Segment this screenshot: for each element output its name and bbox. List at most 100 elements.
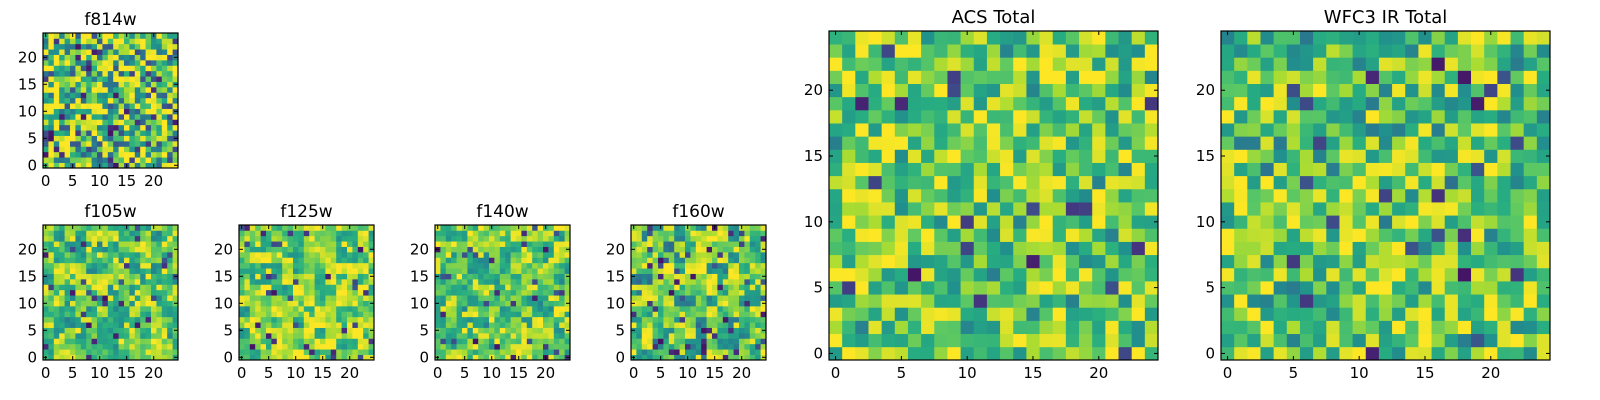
heatmap-cell bbox=[129, 311, 136, 318]
heatmap-cell bbox=[1352, 70, 1367, 84]
heatmap-cell bbox=[244, 289, 251, 296]
heatmap-cell bbox=[1039, 215, 1054, 229]
heatmap-cell bbox=[973, 57, 988, 71]
heatmap-cell bbox=[749, 333, 756, 339]
heatmap-cell bbox=[86, 235, 92, 242]
heatmap-cell bbox=[1299, 346, 1314, 361]
heatmap-cell bbox=[1065, 31, 1080, 45]
heatmap-cell bbox=[537, 235, 544, 242]
heatmap-cell bbox=[559, 262, 565, 269]
heatmap-cell bbox=[722, 273, 729, 280]
heatmap-cell bbox=[516, 279, 522, 285]
heatmap-cell bbox=[80, 124, 87, 131]
heatmap-cell bbox=[134, 130, 141, 136]
heatmap-cell bbox=[64, 81, 71, 88]
heatmap-cell bbox=[172, 157, 179, 163]
heatmap-cell bbox=[113, 76, 119, 82]
heatmap-cell bbox=[97, 327, 103, 334]
heatmap-cell bbox=[1484, 149, 1498, 163]
heatmap-cell bbox=[1352, 307, 1367, 321]
heatmap-cell bbox=[435, 338, 441, 345]
heatmap-cell bbox=[532, 257, 538, 264]
heatmap-cell bbox=[140, 49, 146, 55]
heatmap-cell bbox=[1079, 241, 1093, 256]
heatmap-cell bbox=[161, 60, 168, 66]
heatmap-cell bbox=[647, 316, 653, 323]
heatmap-cell bbox=[167, 327, 173, 334]
heatmap-cell bbox=[86, 252, 92, 258]
heatmap-cell bbox=[668, 338, 675, 345]
heatmap-cell bbox=[325, 354, 332, 361]
heatmap-cell bbox=[1444, 333, 1459, 348]
heatmap-cell bbox=[64, 33, 71, 39]
heatmap-cell bbox=[668, 333, 675, 339]
heatmap-cell bbox=[1392, 149, 1406, 163]
heatmap-cell bbox=[494, 284, 501, 291]
heatmap-cell bbox=[167, 306, 173, 312]
heatmap-cell bbox=[107, 327, 114, 334]
heatmap-cell bbox=[91, 43, 98, 50]
heatmap-cell bbox=[440, 316, 447, 323]
heatmap-cell bbox=[314, 257, 321, 264]
heatmap-cell bbox=[658, 246, 664, 253]
heatmap-cell bbox=[1326, 215, 1340, 229]
heatmap-cell bbox=[1013, 267, 1027, 282]
heatmap-cell bbox=[1000, 96, 1014, 111]
heatmap-cell bbox=[1457, 281, 1472, 295]
heatmap-cell bbox=[363, 338, 369, 345]
heatmap-cell bbox=[325, 284, 332, 291]
heatmap-cell bbox=[244, 316, 251, 323]
heatmap-cell bbox=[1352, 241, 1367, 256]
heatmap-cell bbox=[363, 246, 369, 253]
heatmap-cell bbox=[499, 316, 506, 323]
heatmap-cell bbox=[1092, 83, 1106, 98]
heatmap-cell bbox=[1497, 44, 1511, 58]
heatmap-cell bbox=[97, 87, 103, 93]
heatmap-cell bbox=[505, 354, 511, 361]
heatmap-cell bbox=[107, 76, 114, 82]
heatmap-cell bbox=[526, 316, 533, 323]
heatmap-cell bbox=[347, 295, 353, 301]
x-tick-label: 20 bbox=[144, 364, 163, 382]
heatmap-cell bbox=[537, 225, 544, 231]
heatmap-cell bbox=[505, 235, 511, 242]
heatmap-cell bbox=[1392, 294, 1406, 308]
heatmap-cell bbox=[113, 235, 119, 242]
heatmap-cell bbox=[129, 230, 136, 237]
heatmap-cell bbox=[118, 87, 125, 93]
heatmap-cell bbox=[921, 96, 935, 111]
heatmap-cell bbox=[489, 273, 495, 280]
heatmap-cell bbox=[663, 316, 670, 323]
heatmap-cell bbox=[363, 284, 369, 291]
heatmap-cell bbox=[249, 252, 256, 258]
heatmap-cell bbox=[445, 241, 452, 247]
heatmap-cell bbox=[43, 230, 49, 237]
heatmap-cell bbox=[368, 252, 375, 258]
heatmap-cell bbox=[347, 279, 353, 285]
heatmap-cell bbox=[559, 333, 565, 339]
heatmap-cell bbox=[53, 327, 60, 334]
heatmap-cell bbox=[526, 284, 533, 291]
heatmap-cell bbox=[276, 289, 283, 296]
heatmap-cell bbox=[86, 273, 92, 280]
heatmap-cell bbox=[934, 202, 948, 216]
heatmap-cell bbox=[537, 273, 544, 280]
heatmap-cell bbox=[118, 333, 125, 339]
heatmap-cell bbox=[1484, 228, 1498, 242]
heatmap-cell bbox=[156, 146, 163, 153]
heatmap-cell bbox=[1326, 202, 1340, 216]
heatmap-cell bbox=[151, 92, 157, 99]
heatmap-cell bbox=[59, 54, 65, 61]
heatmap-cell bbox=[129, 162, 136, 169]
heatmap-cell bbox=[553, 349, 560, 355]
heatmap-cell bbox=[1431, 215, 1446, 229]
heatmap-cell bbox=[91, 87, 98, 93]
heatmap-cell bbox=[325, 273, 332, 280]
heatmap-cell bbox=[303, 279, 310, 285]
heatmap-cell bbox=[1234, 109, 1248, 124]
heatmap-cell bbox=[733, 279, 740, 285]
heatmap-cell bbox=[1471, 307, 1485, 321]
heatmap-cell bbox=[445, 354, 452, 361]
heatmap-cell bbox=[1365, 202, 1380, 216]
heatmap-cell bbox=[80, 65, 87, 72]
